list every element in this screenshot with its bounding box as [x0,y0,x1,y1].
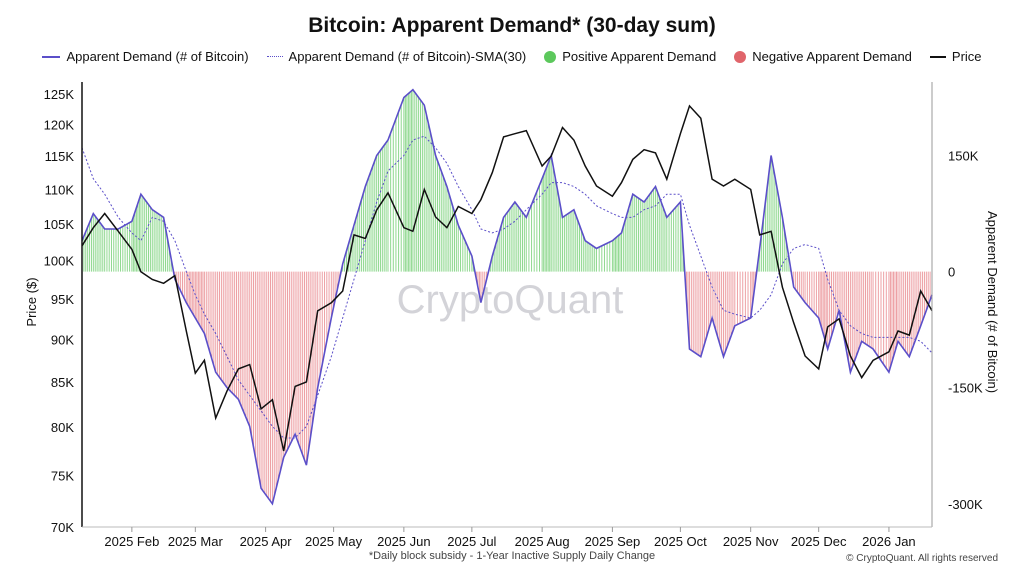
y-axis-left-label: Price ($) [24,277,39,326]
x-tick-label: 2025 Mar [168,534,224,549]
legend-label: Negative Apparent Demand [752,49,912,64]
y-right-tick-label: 150K [948,149,979,164]
legend-item-sma[interactable]: Apparent Demand (# of Bitcoin)-SMA(30) [266,49,527,64]
legend-red-circle [734,50,747,63]
legend: Apparent Demand (# of Bitcoin) Apparent … [0,49,1024,64]
legend-label: Price [951,49,982,64]
price-line [81,104,933,452]
y-left-tick-label: 75K [51,468,74,483]
axes: 70K 75K 80K 85K 90K 95K 100K 105K 110K 115K 120K 12… [44,82,983,549]
x-tick-label: 2025 Feb [104,534,159,549]
legend-green-circle [544,50,557,63]
copyright: © CryptoQuant. All rights reserved [846,553,998,564]
footnote: *Daily block subsidy - 1-Year Inactive S… [368,550,656,562]
y-left-tick-label: 110K [45,182,75,197]
y-right-tick-label: -150K [948,381,983,396]
x-tick-label: 2025 Aug [515,534,570,549]
legend-item-negative[interactable]: Negative Apparent Demand [734,49,912,64]
legend-label: Apparent Demand (# of Bitcoin) [66,49,249,64]
y-left-tick-label: 90K [51,332,74,347]
x-tick-label: 2025 Sep [585,534,641,549]
legend-label: Positive Apparent Demand [562,49,717,64]
legend-label: Apparent Demand (# of Bitcoin)-SMA(30) [288,49,527,64]
y-left-tick-label: 95K [51,292,74,307]
legend-dotted-swatch [266,56,283,57]
sma-line [81,135,933,439]
apparent-demand-line [81,88,933,506]
y-right-tick-label: 0 [948,265,955,280]
legend-item-price[interactable]: Price [929,49,982,64]
y-left-tick-label: 120K [44,117,75,132]
y-left-tick-label: 105K [44,217,75,232]
watermark: CryptoQuant [397,278,624,322]
x-tick-label: 2025 May [305,534,363,549]
y-left-tick-label: 115K [45,149,75,164]
y-left-tick-label: 125K [44,87,75,102]
x-tick-label: 2026 Jan [862,534,916,549]
legend-black-swatch [929,55,946,58]
y-left-tick-label: 70K [51,520,74,535]
chart-title: Bitcoin: Apparent Demand* (30-day sum) [308,14,716,37]
series-lines [81,88,933,506]
x-tick-label: 2025 Oct [654,534,707,549]
x-tick-label: 2025 Apr [240,534,293,549]
y-left-tick-label: 80K [51,420,74,435]
x-tick-label: 2025 Jun [377,534,431,549]
y-axis-right-label: Apparent Demand (# of Bitcoin) [985,211,1000,393]
y-left-tick-label: 100K [44,254,75,269]
legend-item-apparent-demand[interactable]: Apparent Demand (# of Bitcoin) [42,49,249,64]
x-tick-label: 2025 Nov [723,534,779,549]
y-right-tick-label: -300K [948,497,983,512]
x-tick-label: 2025 Dec [791,534,847,549]
legend-item-positive[interactable]: Positive Apparent Demand [544,49,716,64]
y-left-tick-label: 85K [51,375,74,390]
x-tick-label: 2025 Jul [447,534,496,549]
legend-line-swatch [42,55,61,58]
